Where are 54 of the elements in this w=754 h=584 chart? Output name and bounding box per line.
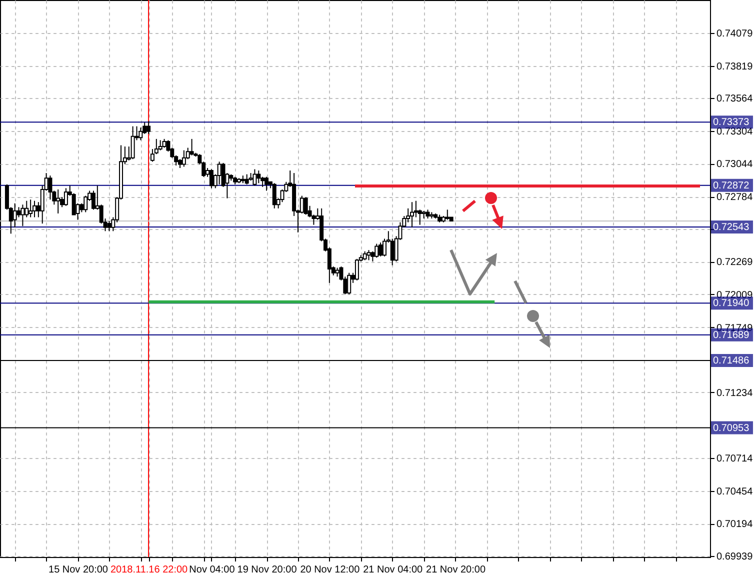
candlestick [12, 202, 17, 228]
y-tick-label: 0.69939 [716, 551, 754, 562]
candlestick [304, 196, 308, 216]
y-tick-label: 0.70194 [716, 519, 754, 530]
candlestick [32, 200, 36, 218]
ref-line-label: 0.73373 [713, 117, 750, 128]
candlestick [20, 204, 25, 227]
candlestick [354, 258, 359, 281]
candlestick [366, 250, 371, 261]
candlestick [256, 170, 261, 184]
y-tick-label: 0.72269 [716, 257, 754, 268]
y-tick-label: 0.70454 [716, 486, 754, 498]
ref-line-label: 0.70953 [713, 422, 750, 434]
x-tick-label: 21 Nov 04:00 [363, 564, 424, 576]
ref-line-label: 0.72872 [713, 180, 750, 192]
candlestick [445, 209, 450, 220]
candlestick [217, 161, 222, 185]
x-tick-label: 21 Nov 20:00 [426, 564, 486, 576]
y-tick-label: 0.73044 [716, 159, 754, 170]
y-tick-label: 0.71234 [716, 388, 754, 399]
candlestick [347, 272, 352, 295]
candlestick [252, 168, 257, 186]
candlestick [264, 176, 269, 192]
y-tick-label: 0.70714 [716, 453, 754, 464]
ref-line-label: 0.72543 [713, 222, 750, 233]
x-tick-label: Nov 04:00 [189, 564, 236, 576]
candlestick [378, 242, 383, 257]
candlestick [107, 220, 112, 232]
candlestick [374, 243, 379, 258]
candlestick [158, 140, 162, 151]
candlestick [48, 175, 52, 200]
ref-line-label: 0.71486 [713, 355, 750, 366]
candlestick [410, 202, 414, 228]
y-tick-label: 0.73304 [716, 126, 754, 138]
y-tick-label: 0.72784 [716, 192, 754, 204]
y-tick-label: 0.73819 [716, 61, 754, 72]
candlestick [28, 199, 33, 218]
candlestick [56, 188, 60, 214]
x-tick-label: 19 Nov 20:00 [237, 564, 298, 576]
candlestick [64, 188, 68, 206]
candlestick [146, 120, 151, 134]
candlestick [244, 174, 249, 185]
candlestick [190, 138, 194, 156]
y-tick-label: 0.74079 [716, 28, 754, 40]
x-tick-label: 2018.11.16 22:00 [110, 564, 188, 576]
x-tick-label: 20 Nov 12:00 [300, 564, 360, 576]
candlestick [209, 168, 214, 189]
candlestick [130, 126, 135, 160]
candlestick [272, 182, 276, 209]
ref-line-label: 0.71940 [713, 298, 750, 310]
candlestick [24, 200, 29, 218]
y-tick-label: 0.73564 [716, 94, 754, 105]
x-tick-label: 15 Nov 20:00 [48, 564, 108, 576]
candlestick [182, 150, 186, 168]
